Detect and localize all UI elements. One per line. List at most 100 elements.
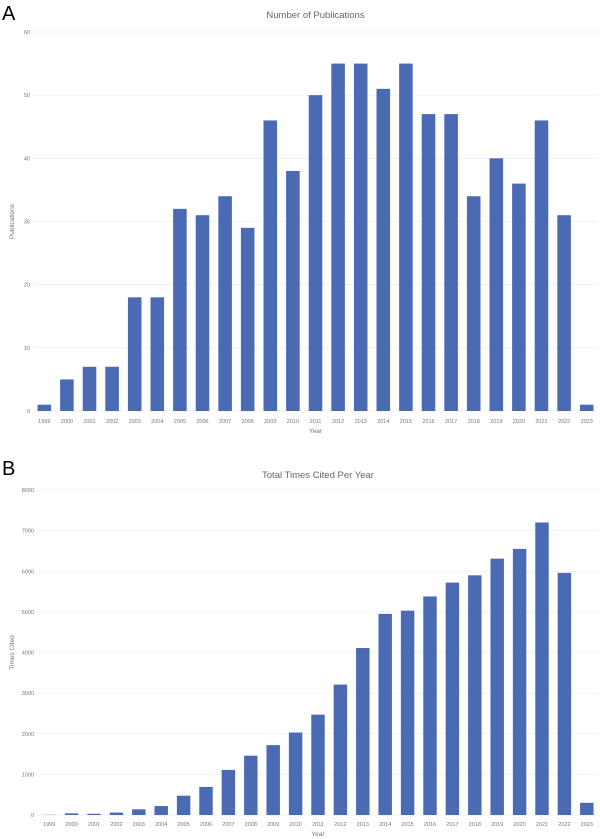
bar-2011: [308, 95, 323, 412]
y-axis-label: Publications: [9, 203, 16, 239]
x-tick-label: 2018: [468, 419, 480, 425]
x-tick-label: 2019: [491, 822, 503, 828]
bar-2010: [288, 732, 303, 815]
x-tick-label: 2003: [129, 419, 141, 425]
y-tick-label: 0: [27, 409, 30, 415]
bar-2023: [580, 802, 594, 815]
bar-2006: [199, 786, 213, 815]
y-tick-label: 20: [24, 283, 30, 289]
y-tick-label: 40: [24, 156, 30, 162]
y-tick-label: 50: [24, 93, 30, 99]
x-tick-label: 2004: [151, 419, 163, 425]
x-tick-label: 2010: [289, 822, 301, 828]
bar-2009: [263, 120, 278, 411]
y-tick-label: 7000: [22, 529, 34, 535]
bar-2019: [489, 158, 504, 411]
bar-2013: [356, 648, 370, 815]
x-tick-label: 1999: [43, 822, 55, 828]
bar-2017: [444, 114, 458, 411]
x-tick-label: 2001: [83, 419, 95, 425]
bar-2001: [82, 366, 97, 411]
x-tick-label: 2016: [424, 822, 436, 828]
y-tick-label: 6000: [22, 569, 34, 575]
x-axis-label: Year: [309, 428, 323, 435]
x-tick-label: 2012: [334, 822, 346, 828]
panel-label: B: [2, 458, 15, 480]
bar-2003: [132, 809, 146, 815]
bar-1999: [37, 404, 52, 411]
x-tick-label: 2005: [177, 822, 189, 828]
bar-2002: [105, 366, 119, 411]
bar-2017: [445, 582, 460, 815]
x-tick-label: 2020: [513, 419, 525, 425]
bar-2004: [154, 806, 168, 815]
x-tick-label: 2009: [264, 419, 276, 425]
y-tick-label: 8000: [22, 488, 34, 494]
x-tick-label: 2003: [133, 822, 145, 828]
bar-2020: [512, 548, 527, 815]
x-tick-label: 2022: [558, 419, 570, 425]
x-tick-label: 2006: [196, 419, 208, 425]
bar-2014: [376, 88, 391, 411]
y-tick-label: 1000: [22, 772, 34, 778]
bar-2016: [421, 114, 436, 411]
panel-label: A: [2, 3, 16, 25]
x-tick-label: 2008: [242, 419, 254, 425]
x-tick-label: 1999: [38, 419, 50, 425]
x-tick-label: 2000: [61, 419, 73, 425]
bar-2021: [534, 120, 549, 411]
bar-2004: [150, 297, 165, 411]
x-tick-label: 2011: [312, 822, 324, 828]
x-tick-label: 2005: [174, 419, 186, 425]
x-tick-label: 2019: [490, 419, 502, 425]
bar-2008: [240, 227, 255, 411]
bar-2015: [400, 610, 415, 815]
x-tick-label: 2021: [535, 419, 547, 425]
x-tick-label: 2001: [88, 822, 100, 828]
bar-2001: [87, 813, 101, 815]
x-tick-label: 2009: [267, 822, 279, 828]
bar-2016: [423, 596, 437, 815]
bar-2000: [64, 813, 79, 815]
bar-2015: [399, 63, 413, 411]
x-tick-label: 2014: [377, 419, 389, 425]
y-tick-label: 4000: [22, 651, 34, 657]
bar-2013: [353, 63, 368, 411]
x-tick-label: 2021: [536, 822, 548, 828]
bar-2007: [221, 769, 236, 815]
x-tick-label: 2017: [445, 419, 457, 425]
x-tick-label: 2023: [581, 822, 593, 828]
bar-2018: [466, 196, 481, 411]
bar-2019: [490, 558, 504, 815]
bar-2007: [218, 196, 232, 411]
bar-2002: [109, 812, 124, 815]
x-tick-label: 2023: [581, 419, 593, 425]
y-tick-label: 2000: [22, 732, 34, 738]
x-tick-label: 2013: [355, 419, 367, 425]
bar-2006: [195, 215, 210, 411]
x-axis-label: Year: [311, 831, 325, 838]
x-tick-label: 2007: [219, 419, 231, 425]
x-tick-label: 2015: [400, 419, 412, 425]
bar-2005: [176, 795, 191, 815]
bar-2022: [557, 215, 571, 411]
x-tick-label: 2002: [106, 419, 118, 425]
x-tick-label: 2004: [155, 822, 167, 828]
bar-2012: [331, 63, 345, 411]
bar-2010: [286, 170, 300, 411]
x-tick-label: 2011: [310, 419, 322, 425]
bar-2023: [579, 404, 594, 411]
x-tick-label: 2016: [422, 419, 434, 425]
x-tick-label: 2010: [287, 419, 299, 425]
x-tick-label: 2018: [469, 822, 481, 828]
x-tick-label: 2020: [513, 822, 525, 828]
x-tick-label: 2017: [446, 822, 458, 828]
bar-2005: [173, 208, 187, 411]
x-tick-label: 2013: [357, 822, 369, 828]
bar-2003: [127, 297, 142, 411]
bar-2009: [266, 745, 280, 815]
x-tick-label: 2002: [110, 822, 122, 828]
y-tick-label: 0: [31, 813, 34, 819]
bar-2014: [378, 613, 392, 815]
x-tick-label: 2007: [222, 822, 234, 828]
